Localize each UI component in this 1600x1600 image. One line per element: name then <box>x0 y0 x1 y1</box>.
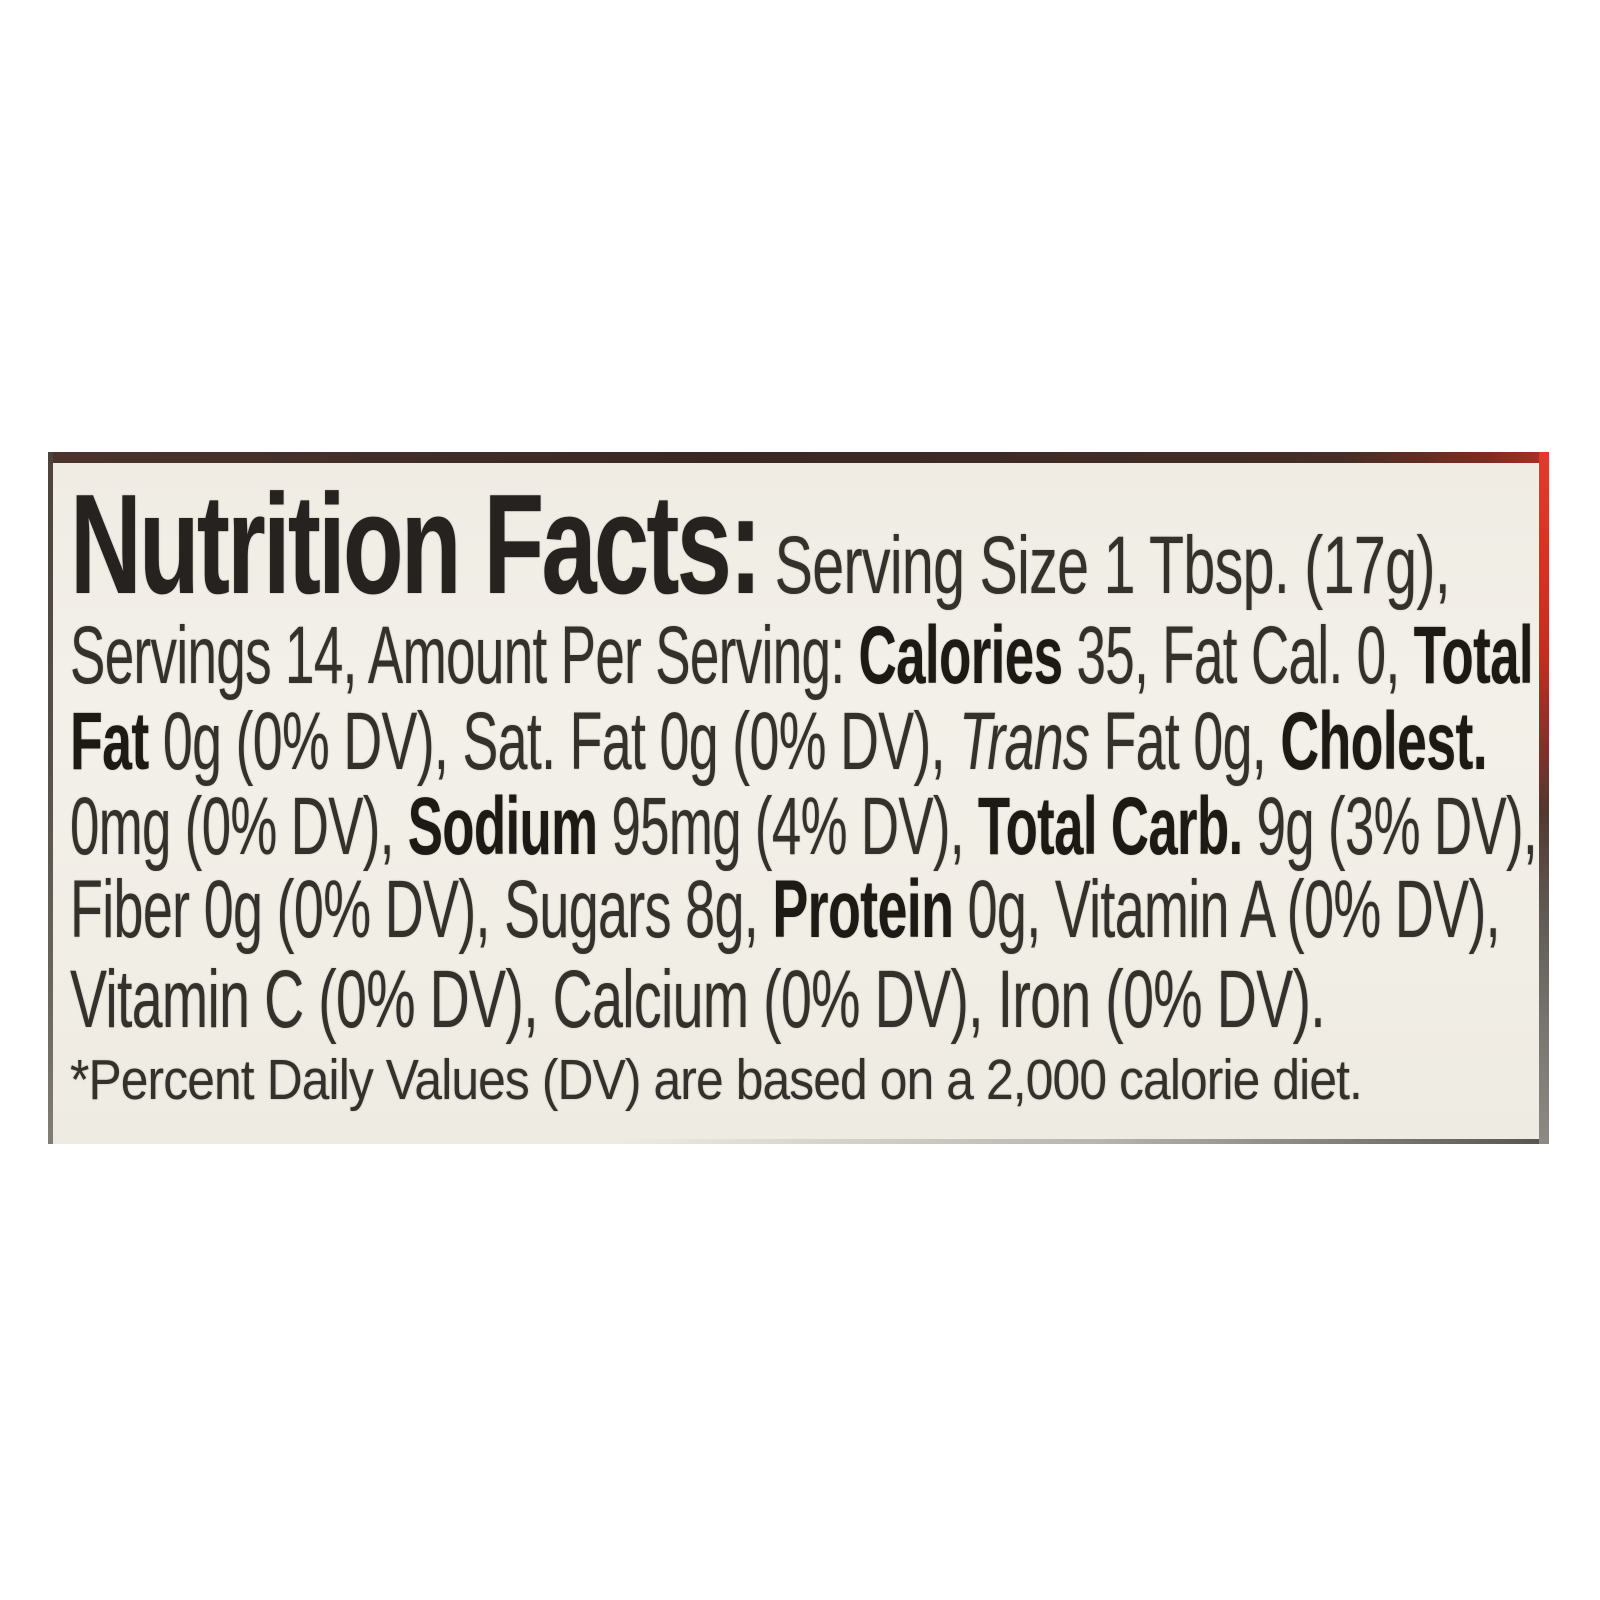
label-line-7: *Percent Daily Values (DV) are based on … <box>70 1052 1363 1109</box>
text-segment-regular: 9g (3% DV), <box>1242 781 1538 872</box>
text-segment-bold: Total <box>1413 610 1534 701</box>
text-segment-regular: 0g, Vitamin A (0% DV), <box>953 864 1501 955</box>
text-segment-regular: Servings 14, Amount Per Serving: <box>70 610 859 701</box>
text-segment-regular: Serving Size 1 Tbsp. (17g), <box>759 520 1451 611</box>
text-segment-heading: Nutrition Facts: <box>70 465 762 624</box>
label-left-edge <box>48 452 53 1144</box>
nutrition-label-text: Nutrition Facts: Serving Size 1 Tbsp. (1… <box>48 452 1549 1144</box>
label-bottom-edge <box>48 1139 1549 1144</box>
nutrition-label: Nutrition Facts: Serving Size 1 Tbsp. (1… <box>48 452 1549 1144</box>
text-segment-regular: 95mg (4% DV), <box>597 781 978 872</box>
text-segment-bold: Protein <box>772 864 954 955</box>
label-top-edge <box>48 452 1549 463</box>
text-segment-italic: Trans <box>959 696 1090 787</box>
text-segment-bold: Cholest. <box>1280 696 1487 787</box>
text-segment-regular: Vitamin C (0% DV), Calcium (0% DV), Iron… <box>70 954 1326 1045</box>
red-box-edge <box>1539 452 1549 1144</box>
text-segment-note: *Percent Daily Values (DV) are based on … <box>70 1048 1363 1112</box>
text-segment-bold: Total Carb. <box>977 781 1243 872</box>
text-segment-regular: 0g (0% DV), Sat. Fat 0g (0% DV), <box>148 696 960 787</box>
label-line-4: 0mg (0% DV), Sodium 95mg (4% DV), Total … <box>70 786 1538 868</box>
label-line-6: Vitamin C (0% DV), Calcium (0% DV), Iron… <box>70 959 1326 1041</box>
text-segment-bold: Calories <box>858 610 1063 701</box>
text-segment-regular: 0mg (0% DV), <box>70 781 408 872</box>
label-line-2: Servings 14, Amount Per Serving: Calorie… <box>70 615 1534 697</box>
text-segment-regular: Fat 0g, <box>1089 696 1281 787</box>
text-segment-bold: Sodium <box>407 781 598 872</box>
text-segment-regular: Fiber 0g (0% DV), Sugars 8g, <box>70 864 773 955</box>
text-segment-bold: Fat <box>70 696 149 787</box>
label-line-5: Fiber 0g (0% DV), Sugars 8g, Protein 0g,… <box>70 869 1501 951</box>
label-line-1: Nutrition Facts: Serving Size 1 Tbsp. (1… <box>70 474 1451 616</box>
label-line-3: Fat 0g (0% DV), Sat. Fat 0g (0% DV), Tra… <box>70 701 1488 783</box>
text-segment-regular: 35, Fat Cal. 0, <box>1062 610 1414 701</box>
